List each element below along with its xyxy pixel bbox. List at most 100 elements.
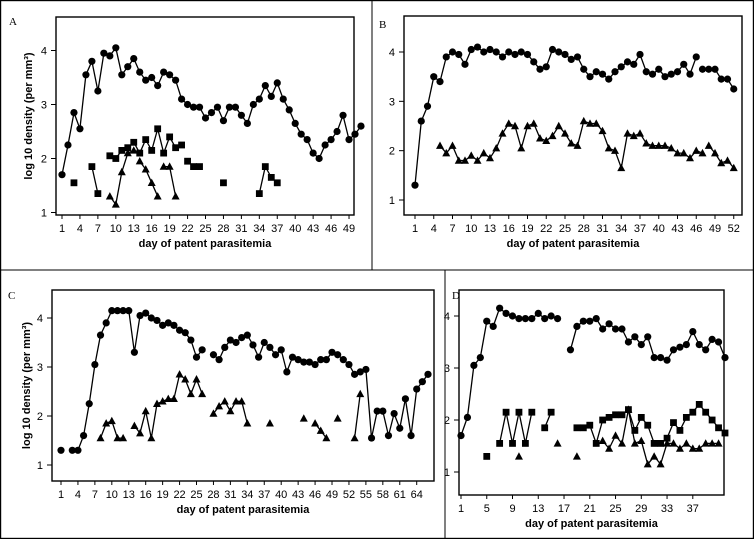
y-tick-label: 4 xyxy=(37,313,43,325)
data-point-circle xyxy=(192,353,201,361)
data-point-triangle xyxy=(637,436,646,444)
data-point-triangle xyxy=(461,156,469,164)
data-point-triangle xyxy=(667,144,676,152)
data-point-circle xyxy=(586,73,594,81)
data-point-triangle xyxy=(209,409,218,417)
data-point-triangle xyxy=(322,433,331,442)
data-point-triangle xyxy=(175,370,184,378)
x-tick-label: 16 xyxy=(146,223,158,235)
data-point-circle xyxy=(442,53,450,61)
data-point-circle xyxy=(536,65,544,73)
data-point-circle xyxy=(294,356,302,364)
data-point-circle xyxy=(189,103,198,111)
data-point-circle xyxy=(285,106,293,114)
data-point-circle xyxy=(142,76,150,84)
data-point-triangle xyxy=(553,439,562,447)
data-point-circle xyxy=(108,307,116,315)
data-point-circle xyxy=(315,154,323,163)
data-point-triangle xyxy=(113,433,122,442)
data-point-circle xyxy=(339,111,347,119)
data-point-circle xyxy=(686,70,694,78)
data-point-circle xyxy=(130,55,138,63)
data-point-circle xyxy=(209,351,218,359)
data-point-circle xyxy=(260,338,268,347)
data-point-triangle xyxy=(454,156,463,164)
data-point-circle xyxy=(238,334,246,342)
x-tick-label: 33 xyxy=(661,503,673,515)
data-point-square xyxy=(502,408,510,416)
y-axis-title: log 10 density (per mm³) xyxy=(23,52,35,179)
data-point-circle xyxy=(249,341,257,349)
data-point-square xyxy=(106,152,114,160)
data-point-circle xyxy=(624,338,633,346)
data-point-circle xyxy=(642,68,650,76)
data-point-triangle xyxy=(642,139,651,147)
data-point-circle xyxy=(555,48,563,56)
series-triangle xyxy=(514,405,723,468)
data-point-triangle xyxy=(711,148,719,157)
data-point-triangle xyxy=(119,433,128,442)
data-point-square xyxy=(166,133,174,141)
data-point-triangle xyxy=(542,136,551,144)
data-point-square xyxy=(160,149,168,157)
data-point-triangle xyxy=(643,460,652,468)
data-point-circle xyxy=(68,446,76,454)
data-point-circle xyxy=(630,60,638,68)
data-point-circle xyxy=(159,321,167,329)
y-tick-label: 1 xyxy=(41,208,47,220)
data-point-triangle xyxy=(498,129,507,137)
x-tick-label: 49 xyxy=(709,223,721,235)
data-point-triangle xyxy=(592,119,601,127)
data-point-circle xyxy=(521,315,529,323)
x-tick-label: 1 xyxy=(58,489,64,501)
x-tick-label: 25 xyxy=(559,223,571,235)
data-point-circle xyxy=(70,109,78,117)
data-point-circle xyxy=(423,102,432,110)
data-point-triangle xyxy=(186,389,195,398)
x-tick-label: 61 xyxy=(394,489,406,501)
data-point-circle xyxy=(219,117,228,125)
data-point-circle xyxy=(102,319,110,327)
data-point-triangle xyxy=(604,144,613,152)
data-point-circle xyxy=(396,424,404,432)
data-point-circle xyxy=(661,73,669,81)
series-triangle xyxy=(105,146,180,208)
data-point-circle xyxy=(379,407,387,415)
data-point-circle xyxy=(213,103,222,111)
data-point-circle xyxy=(130,348,138,356)
data-point-triangle xyxy=(624,405,633,413)
data-point-circle xyxy=(599,325,607,333)
series-triangle xyxy=(96,370,365,442)
data-point-circle xyxy=(498,53,507,61)
data-point-square xyxy=(483,453,491,460)
data-point-triangle xyxy=(708,439,717,447)
data-point-circle xyxy=(136,68,144,76)
data-point-square xyxy=(599,416,607,424)
data-point-triangle xyxy=(529,119,538,127)
data-point-square xyxy=(142,136,150,143)
data-point-circle xyxy=(334,351,342,359)
data-point-circle xyxy=(663,356,671,364)
data-point-triangle xyxy=(333,414,342,422)
data-point-square xyxy=(148,147,156,154)
data-point-triangle xyxy=(623,129,632,137)
series-square xyxy=(70,125,281,197)
x-tick-label: 10 xyxy=(110,223,122,235)
data-point-circle xyxy=(94,87,102,95)
x-tick-label: 4 xyxy=(431,223,437,235)
data-point-square xyxy=(547,408,555,416)
data-point-triangle xyxy=(605,444,614,452)
data-point-triangle xyxy=(215,402,224,410)
data-point-square xyxy=(196,163,203,170)
data-point-circle xyxy=(356,368,364,376)
plot-area xyxy=(51,289,435,482)
data-point-square xyxy=(670,419,677,426)
data-point-circle xyxy=(255,353,263,361)
data-point-triangle xyxy=(611,146,619,154)
data-point-circle xyxy=(328,348,336,356)
data-point-circle xyxy=(657,354,665,362)
data-point-triangle xyxy=(663,439,672,447)
data-point-square xyxy=(657,440,665,447)
data-point-triangle xyxy=(479,148,488,157)
data-point-circle xyxy=(528,315,536,323)
